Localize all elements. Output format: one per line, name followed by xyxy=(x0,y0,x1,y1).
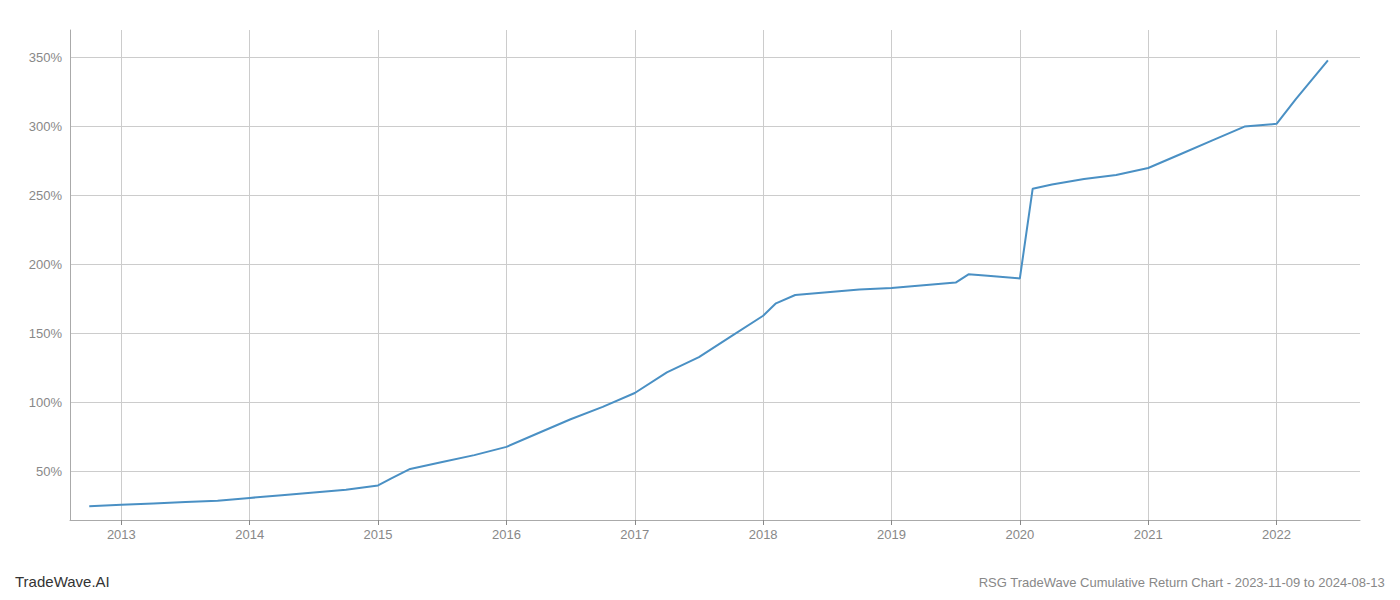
svg-text:2022: 2022 xyxy=(1262,527,1291,542)
svg-text:300%: 300% xyxy=(29,119,63,134)
svg-text:350%: 350% xyxy=(29,50,63,65)
svg-text:RSG TradeWave Cumulative Retur: RSG TradeWave Cumulative Return Chart - … xyxy=(979,575,1385,590)
svg-text:2018: 2018 xyxy=(749,527,778,542)
svg-text:200%: 200% xyxy=(29,257,63,272)
svg-text:2021: 2021 xyxy=(1134,527,1163,542)
svg-text:2013: 2013 xyxy=(107,527,136,542)
svg-text:250%: 250% xyxy=(29,188,63,203)
svg-text:2014: 2014 xyxy=(235,527,264,542)
svg-text:2017: 2017 xyxy=(620,527,649,542)
svg-text:2016: 2016 xyxy=(492,527,521,542)
svg-text:TradeWave.AI: TradeWave.AI xyxy=(15,573,110,590)
svg-text:2020: 2020 xyxy=(1005,527,1034,542)
svg-text:100%: 100% xyxy=(29,395,63,410)
svg-text:50%: 50% xyxy=(36,464,62,479)
svg-text:2015: 2015 xyxy=(364,527,393,542)
svg-text:150%: 150% xyxy=(29,326,63,341)
svg-text:2019: 2019 xyxy=(877,527,906,542)
